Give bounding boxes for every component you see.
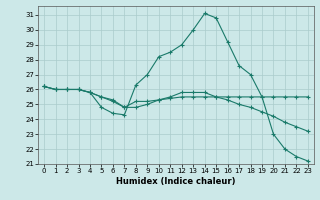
X-axis label: Humidex (Indice chaleur): Humidex (Indice chaleur) bbox=[116, 177, 236, 186]
